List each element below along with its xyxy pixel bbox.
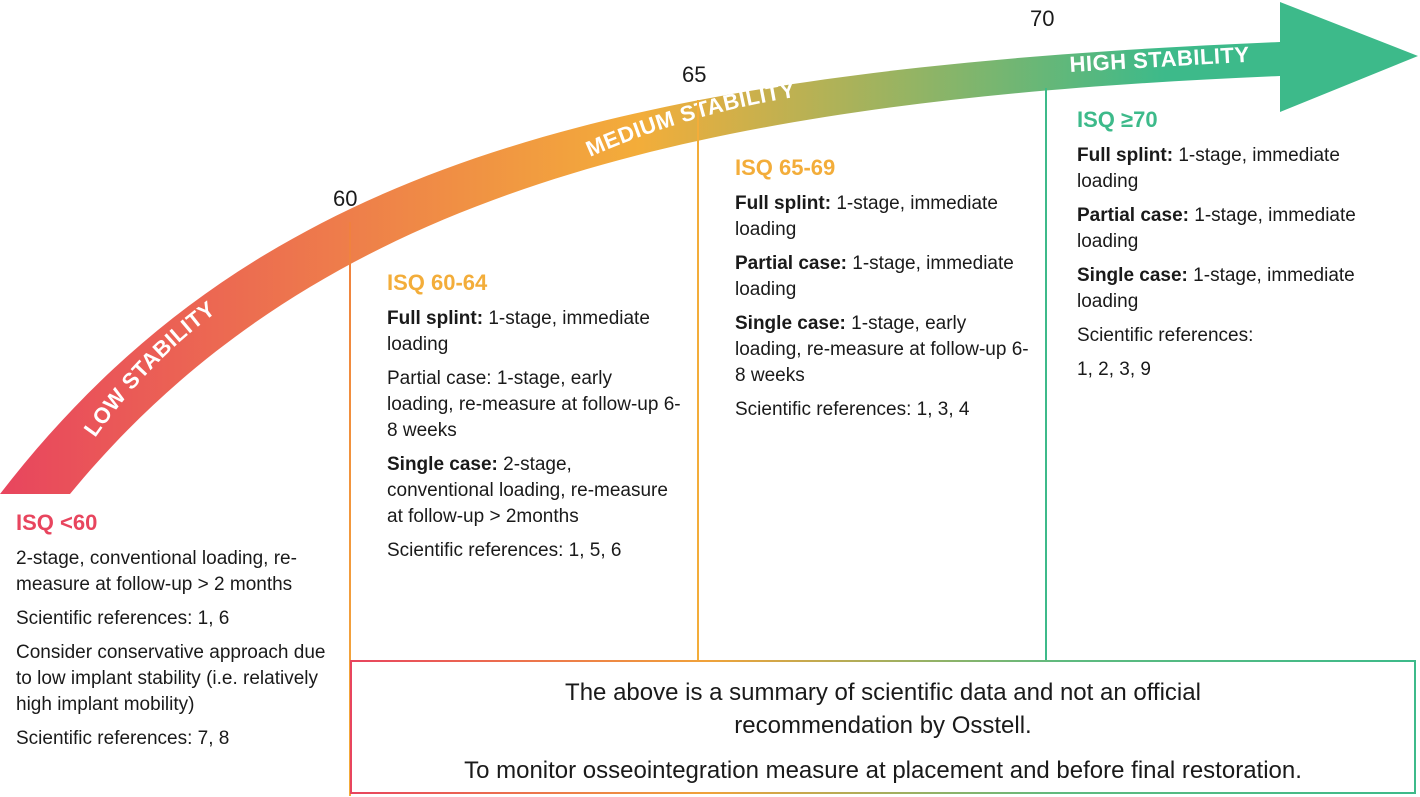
column-isq-below-60: ISQ <60 2-stage, conventional loading, re… <box>16 510 336 760</box>
case-type-label: Single case: <box>1077 265 1188 286</box>
recommendation-detail: Scientific references: <box>1077 325 1254 346</box>
recommendation-text: Full splint: 1-stage, immediate loading <box>387 306 682 358</box>
case-type-label: Full splint: <box>1077 145 1174 166</box>
case-type-label: Full splint: <box>387 308 484 329</box>
case-type-label: Single case: <box>735 313 846 334</box>
recommendation-text: Scientific references: <box>1077 323 1397 349</box>
recommendation-text: Full splint: 1-stage, immediate loading <box>1077 143 1397 195</box>
recommendation-text: Scientific references: 1, 6 <box>16 606 336 632</box>
divider-65 <box>697 100 699 660</box>
recommendation-text: Scientific references: 7, 8 <box>16 726 336 752</box>
recommendation-text: Partial case: 1-stage, early loading, re… <box>387 366 682 444</box>
recommendation-detail: Scientific references: 1, 5, 6 <box>387 540 622 561</box>
isq-heading: ISQ ≥70 <box>1077 107 1158 132</box>
recommendation-detail: 1-stage, immediate loading <box>735 193 998 240</box>
recommendation-text: 1, 2, 3, 9 <box>1077 357 1397 383</box>
recommendation-detail: Scientific references: 1, 6 <box>16 608 230 629</box>
recommendation-detail: 1-stage, immediate loading <box>387 308 650 355</box>
divider-70 <box>1045 88 1047 660</box>
case-type-label: Partial case: <box>735 253 847 274</box>
recommendation-detail: 1, 2, 3, 9 <box>1077 359 1151 380</box>
case-type-label: Partial case: <box>1077 205 1189 226</box>
disclaimer-summary: The above is a summary of scientific dat… <box>565 679 1201 739</box>
recommendation-text: Single case: 2-stage, conventional loadi… <box>387 452 682 530</box>
recommendation-detail: Scientific references: 1, 3, 4 <box>735 399 970 420</box>
recommendation-text: Scientific references: 1, 5, 6 <box>387 538 682 564</box>
disclaimer-monitor: To monitor osseointegration measure at p… <box>464 757 1302 784</box>
threshold-70: 70 <box>1030 6 1055 31</box>
recommendation-detail: 1-stage, immediate loading <box>735 253 1014 300</box>
recommendation-detail: 2-stage, conventional loading, re-measur… <box>387 454 668 527</box>
arrow-body <box>0 2 1418 494</box>
recommendation-text: Partial case: 1-stage, immediate loading <box>1077 203 1397 255</box>
recommendation-detail: Consider conservative approach due to lo… <box>16 642 326 715</box>
isq-heading: ISQ 60-64 <box>387 270 488 295</box>
divider-60 <box>349 222 351 796</box>
recommendation-detail: 1-stage, early loading, re-measure at fo… <box>735 313 1029 386</box>
threshold-65: 65 <box>682 62 707 87</box>
recommendation-detail: 1-stage, immediate loading <box>1077 145 1340 192</box>
recommendation-detail: Scientific references: 7, 8 <box>16 728 230 749</box>
stability-arrow: LOW STABILITY MEDIUM STABILITY HIGH STAB… <box>0 2 1418 494</box>
column-isq-65-69: ISQ 65-69 Full splint: 1-stage, immediate… <box>735 155 1030 431</box>
recommendation-text: Single case: 1-stage, early loading, re-… <box>735 311 1030 389</box>
recommendation-text: Single case: 1-stage, immediate loading <box>1077 263 1397 315</box>
disclaimer-box: The above is a summary of scientific dat… <box>350 660 1416 794</box>
case-type-label: Single case: <box>387 454 498 475</box>
case-type-label: Full splint: <box>735 193 832 214</box>
recommendation-detail: 2-stage, conventional loading, re-measur… <box>16 548 297 595</box>
isq-heading: ISQ 65-69 <box>735 155 836 180</box>
low-stability-label: LOW STABILITY <box>79 296 220 441</box>
recommendation-text: Partial case: 1-stage, immediate loading <box>735 251 1030 303</box>
recommendation-text: Consider conservative approach due to lo… <box>16 640 336 718</box>
recommendation-text: 2-stage, conventional loading, re-measur… <box>16 546 336 598</box>
recommendation-detail: 1-stage, immediate loading <box>1077 265 1355 312</box>
column-isq-60-64: ISQ 60-64 Full splint: 1-stage, immediate… <box>387 270 682 572</box>
threshold-60: 60 <box>333 186 358 211</box>
isq-heading: ISQ <60 <box>16 510 98 535</box>
recommendation-text: Scientific references: 1, 3, 4 <box>735 397 1030 423</box>
recommendation-detail: 1-stage, immediate loading <box>1077 205 1356 252</box>
recommendation-detail: Partial case: 1-stage, early loading, re… <box>387 368 681 441</box>
recommendation-text: Full splint: 1-stage, immediate loading <box>735 191 1030 243</box>
column-isq-70-plus: ISQ ≥70 Full splint: 1-stage, immediate l… <box>1077 107 1397 391</box>
